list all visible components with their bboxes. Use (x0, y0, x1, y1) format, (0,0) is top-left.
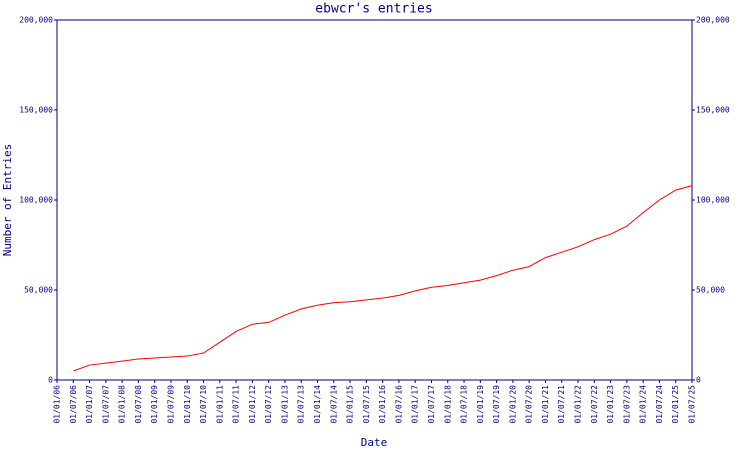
x-axis-title: Date (361, 436, 388, 449)
x-tick-label: 01/01/23 (606, 385, 615, 424)
plot-frame (56, 19, 693, 381)
x-tick-label: 01/07/22 (590, 385, 599, 424)
x-tick-label: 01/07/11 (232, 385, 241, 424)
x-tick-label: 01/01/14 (313, 385, 322, 424)
x-tick-label: 01/01/13 (280, 385, 289, 424)
x-tick-label: 01/01/12 (248, 385, 257, 424)
x-tick-label: 01/01/20 (508, 385, 517, 424)
x-tick-label: 01/07/08 (134, 385, 143, 424)
y2-tick-label: 150,000 (696, 106, 730, 115)
y-tick-label: 50,000 (24, 286, 53, 295)
x-tick-label: 01/07/25 (688, 385, 697, 424)
x-tick-label: 01/07/18 (460, 385, 469, 424)
x-tick-label: 01/01/18 (443, 385, 452, 424)
y-tick-label: 150,000 (19, 106, 53, 115)
y2-tick-label: 50,000 (696, 286, 725, 295)
y-tick-label: 100,000 (19, 196, 53, 205)
x-tick-label: 01/01/09 (150, 385, 159, 424)
x-tick-label: 01/07/09 (166, 385, 175, 424)
y-tick-label: 0 (48, 376, 53, 385)
chart-title: ebwcr's entries (315, 2, 432, 17)
x-tick-label: 01/07/12 (264, 385, 273, 424)
x-tick-label: 01/01/08 (118, 385, 127, 424)
x-tick-label: 01/01/24 (639, 385, 648, 424)
y-tick-label: 200,000 (19, 16, 53, 25)
x-tick-label: 01/07/13 (297, 385, 306, 424)
x-tick-label: 01/01/17 (411, 385, 420, 424)
x-tick-label: 01/07/19 (492, 385, 501, 424)
x-tick-label: 01/01/25 (671, 385, 680, 424)
y2-tick-label: 0 (696, 376, 701, 385)
x-tick-label: 01/07/14 (329, 385, 338, 424)
y-axis-title: Number of Entries (1, 144, 14, 257)
x-tick-label: 01/01/11 (215, 385, 224, 424)
x-tick-label: 01/01/06 (53, 385, 62, 424)
y2-tick-label: 200,000 (696, 16, 730, 25)
x-tick-label: 01/01/16 (378, 385, 387, 424)
x-tick-label: 01/07/21 (557, 385, 566, 424)
x-tick-label: 01/07/23 (622, 385, 631, 424)
x-tick-label: 01/07/10 (199, 385, 208, 424)
x-tick-label: 01/01/15 (346, 385, 355, 424)
x-tick-label: 01/07/20 (525, 385, 534, 424)
x-tick-label: 01/07/07 (101, 385, 110, 424)
x-tick-label: 01/01/07 (85, 385, 94, 424)
x-tick-label: 01/01/22 (574, 385, 583, 424)
x-tick-label: 01/07/17 (427, 385, 436, 424)
x-tick-label: 01/07/16 (394, 385, 403, 424)
line-series (73, 185, 693, 372)
x-tick-label: 01/01/10 (183, 385, 192, 424)
x-tick-label: 01/07/06 (69, 385, 78, 424)
x-tick-label: 01/07/15 (362, 385, 371, 424)
x-tick-label: 01/01/19 (476, 385, 485, 424)
x-tick-label: 01/01/21 (541, 385, 550, 424)
y2-tick-label: 100,000 (696, 196, 730, 205)
x-tick-label: 01/07/24 (655, 385, 664, 424)
